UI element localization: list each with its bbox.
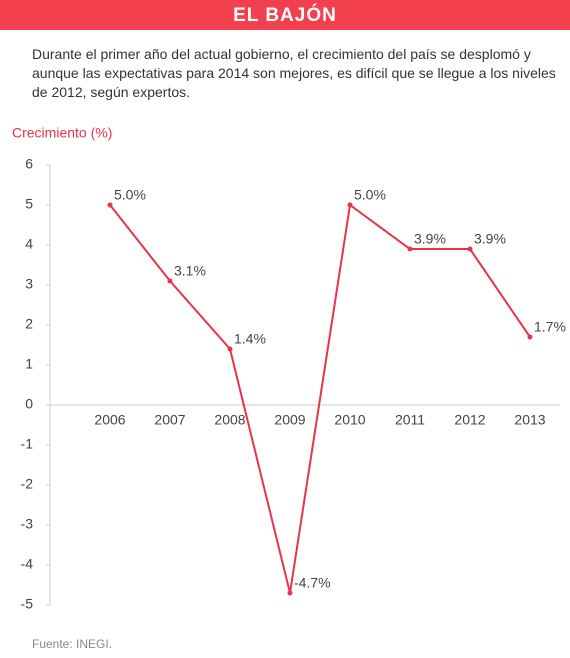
data-label: 3.1% xyxy=(174,263,206,279)
data-label: -4.7% xyxy=(294,575,331,591)
y-tick-label: -2 xyxy=(21,476,34,492)
x-tick-label: 2010 xyxy=(334,412,365,428)
x-tick-label: 2007 xyxy=(154,412,185,428)
source: Fuente: INEGI. xyxy=(32,637,112,651)
line xyxy=(109,203,531,594)
x-tick-label: 2012 xyxy=(454,412,485,428)
subtitle: Durante el primer año del actual gobiern… xyxy=(32,46,556,100)
data-label: 5.0% xyxy=(114,187,146,203)
data-label: 1.7% xyxy=(534,319,566,335)
point xyxy=(347,202,353,208)
data-label: 1.4% xyxy=(234,331,266,347)
y-tick-label: 5 xyxy=(25,196,33,212)
point xyxy=(407,246,413,252)
y-tick-label: -5 xyxy=(21,596,34,612)
y-tick-label: 6 xyxy=(25,156,33,172)
y-tick-label: 4 xyxy=(25,236,33,252)
y-axis-label: Crecimiento (%) xyxy=(12,125,112,141)
y-tick-label: -3 xyxy=(21,516,34,532)
y-tick-label: 0 xyxy=(25,396,33,412)
y-tick-label: -1 xyxy=(21,436,34,452)
point xyxy=(227,346,233,352)
x-tick-label: 2011 xyxy=(395,412,425,428)
point xyxy=(167,278,173,284)
point xyxy=(527,334,533,340)
x-tick-label: 2013 xyxy=(514,412,545,428)
y-tick-label: 1 xyxy=(25,356,33,372)
data-label: 5.0% xyxy=(354,187,386,203)
y-tick-label: 3 xyxy=(25,276,33,292)
y-tick-label: -4 xyxy=(21,556,34,572)
point xyxy=(107,202,113,208)
chart-title: EL BAJÓN xyxy=(0,0,570,30)
data-label: 3.9% xyxy=(474,231,506,247)
point xyxy=(467,246,473,252)
data-label: 3.9% xyxy=(414,231,446,247)
x-tick-label: 2008 xyxy=(214,412,245,428)
x-tick-label: 2009 xyxy=(274,412,305,428)
x-tick-label: 2006 xyxy=(94,412,125,428)
y-tick-label: 2 xyxy=(25,316,33,332)
point xyxy=(287,590,293,596)
